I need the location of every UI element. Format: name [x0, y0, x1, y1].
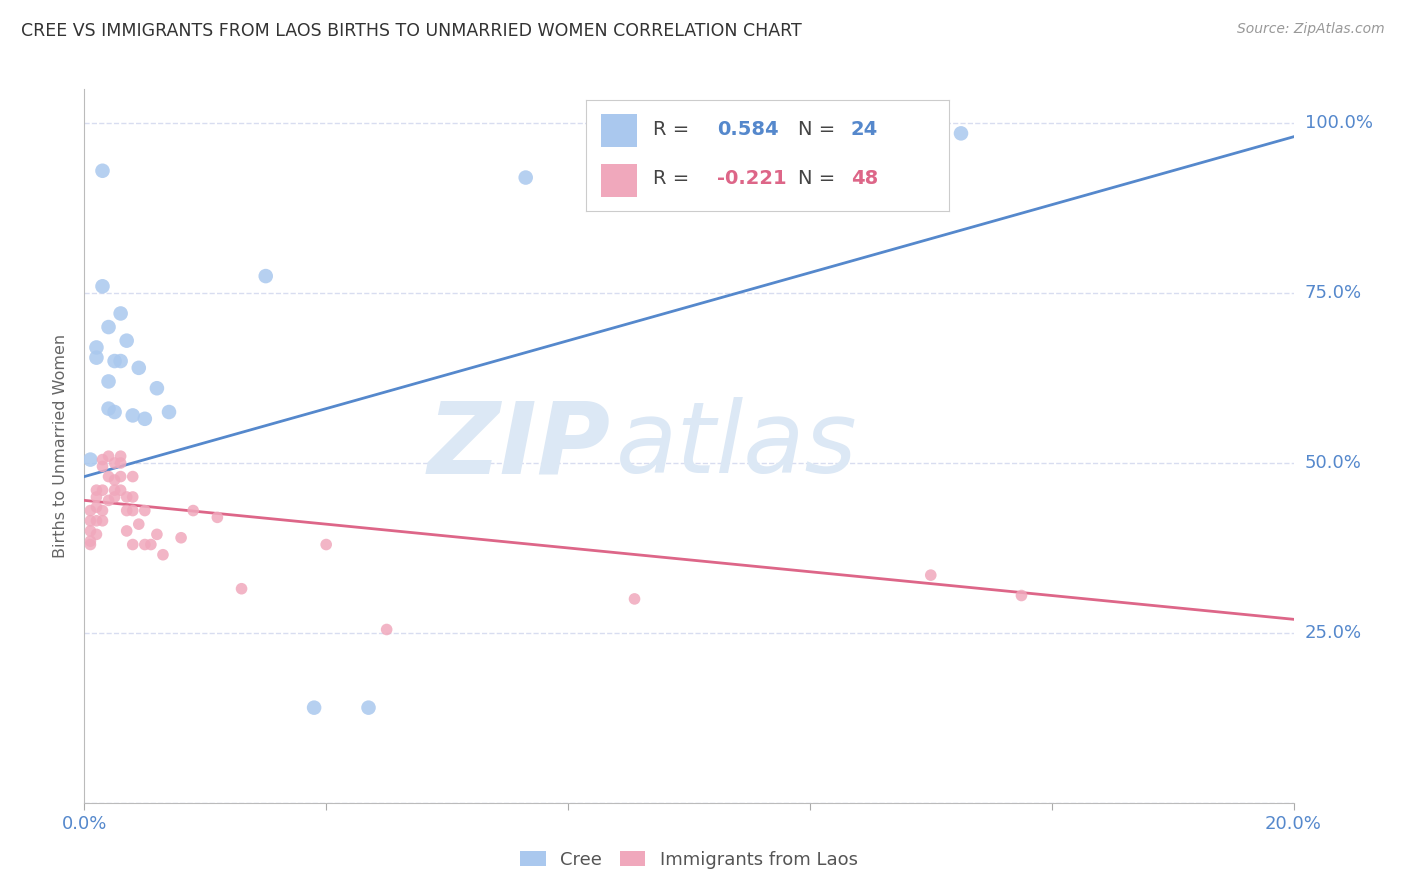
Point	[134, 412, 156, 426]
Point	[181, 503, 204, 517]
Point	[110, 449, 132, 463]
Point	[738, 146, 761, 161]
Point	[1010, 589, 1032, 603]
Point	[110, 483, 132, 498]
Point	[110, 469, 132, 483]
Point	[950, 127, 973, 141]
Point	[91, 503, 114, 517]
Point	[97, 320, 120, 334]
Point	[86, 500, 108, 515]
Point	[157, 405, 180, 419]
Text: 25.0%: 25.0%	[1305, 624, 1362, 642]
Point	[375, 623, 398, 637]
Point	[97, 375, 120, 389]
Text: Source: ZipAtlas.com: Source: ZipAtlas.com	[1237, 22, 1385, 37]
Point	[97, 469, 120, 483]
Point	[623, 591, 645, 606]
Point	[91, 452, 114, 467]
Point	[104, 405, 127, 419]
Point	[86, 341, 108, 355]
Point	[302, 700, 325, 714]
Point	[79, 503, 101, 517]
Point	[139, 537, 162, 551]
Point	[115, 524, 138, 538]
Point	[134, 537, 156, 551]
Point	[91, 279, 114, 293]
Point	[121, 503, 143, 517]
Point	[86, 490, 108, 504]
Point	[315, 537, 337, 551]
Point	[97, 401, 120, 416]
Point	[357, 700, 380, 714]
Point	[146, 527, 169, 541]
Point	[91, 514, 114, 528]
Point	[79, 452, 101, 467]
Point	[86, 483, 108, 498]
Point	[86, 527, 108, 541]
Text: 100.0%: 100.0%	[1305, 114, 1372, 132]
Point	[115, 503, 138, 517]
Point	[115, 334, 138, 348]
Text: atlas: atlas	[616, 398, 858, 494]
Point	[231, 582, 253, 596]
Text: ZIP: ZIP	[427, 398, 610, 494]
Point	[170, 531, 193, 545]
Point	[97, 449, 120, 463]
Point	[91, 459, 114, 474]
Point	[104, 456, 127, 470]
Text: 50.0%: 50.0%	[1305, 454, 1361, 472]
Point	[104, 490, 127, 504]
Point	[104, 483, 127, 498]
Y-axis label: Births to Unmarried Women: Births to Unmarried Women	[53, 334, 69, 558]
Point	[920, 568, 942, 582]
Point	[134, 503, 156, 517]
Point	[79, 524, 101, 538]
Point	[79, 537, 101, 551]
Point	[128, 360, 150, 375]
Point	[254, 269, 277, 284]
Point	[110, 354, 132, 368]
Point	[104, 354, 127, 368]
Point	[121, 409, 143, 423]
Point	[79, 514, 101, 528]
Point	[91, 483, 114, 498]
Point	[110, 456, 132, 470]
Point	[86, 514, 108, 528]
Point	[86, 351, 108, 365]
Point	[104, 473, 127, 487]
Point	[115, 490, 138, 504]
Point	[121, 490, 143, 504]
Point	[152, 548, 174, 562]
Point	[207, 510, 229, 524]
Point	[79, 534, 101, 549]
Point	[97, 493, 120, 508]
Point	[110, 306, 132, 320]
Point	[121, 537, 143, 551]
Point	[515, 170, 537, 185]
Point	[128, 517, 150, 532]
Text: 75.0%: 75.0%	[1305, 284, 1362, 302]
Legend: Cree, Immigrants from Laos: Cree, Immigrants from Laos	[513, 844, 865, 876]
Text: CREE VS IMMIGRANTS FROM LAOS BIRTHS TO UNMARRIED WOMEN CORRELATION CHART: CREE VS IMMIGRANTS FROM LAOS BIRTHS TO U…	[21, 22, 801, 40]
Point	[146, 381, 169, 395]
Point	[91, 163, 114, 178]
Point	[121, 469, 143, 483]
